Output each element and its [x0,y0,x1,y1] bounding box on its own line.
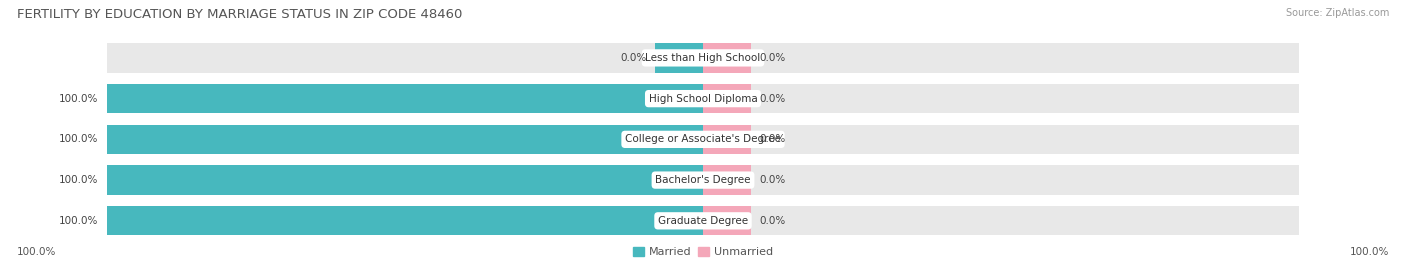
Text: Less than High School: Less than High School [645,53,761,63]
Bar [703,165,751,195]
Text: FERTILITY BY EDUCATION BY MARRIAGE STATUS IN ZIP CODE 48460: FERTILITY BY EDUCATION BY MARRIAGE STATU… [17,8,463,21]
Text: 100.0%: 100.0% [1350,247,1389,257]
Text: Source: ZipAtlas.com: Source: ZipAtlas.com [1285,8,1389,18]
Text: 0.0%: 0.0% [759,94,786,104]
Text: 0.0%: 0.0% [759,134,786,144]
Bar [107,165,703,195]
Text: 0.0%: 0.0% [759,53,786,63]
Bar [107,206,1299,236]
Bar [107,125,1299,154]
Bar [703,125,751,154]
Text: College or Associate's Degree: College or Associate's Degree [626,134,780,144]
Text: 100.0%: 100.0% [59,216,98,226]
Bar [703,84,751,113]
Text: 0.0%: 0.0% [759,216,786,226]
Text: 100.0%: 100.0% [17,247,56,257]
Text: High School Diploma: High School Diploma [648,94,758,104]
Text: 100.0%: 100.0% [59,175,98,185]
Bar [107,84,703,113]
Text: Bachelor's Degree: Bachelor's Degree [655,175,751,185]
Bar [107,165,1299,195]
Bar [655,43,703,73]
Bar [107,84,1299,113]
Text: 0.0%: 0.0% [759,175,786,185]
Legend: Married, Unmarried: Married, Unmarried [628,242,778,262]
Bar [107,125,703,154]
Bar [107,43,1299,73]
Text: Graduate Degree: Graduate Degree [658,216,748,226]
Text: 100.0%: 100.0% [59,94,98,104]
Bar [703,206,751,236]
Bar [107,206,703,236]
Text: 0.0%: 0.0% [620,53,647,63]
Text: 100.0%: 100.0% [59,134,98,144]
Bar [703,43,751,73]
